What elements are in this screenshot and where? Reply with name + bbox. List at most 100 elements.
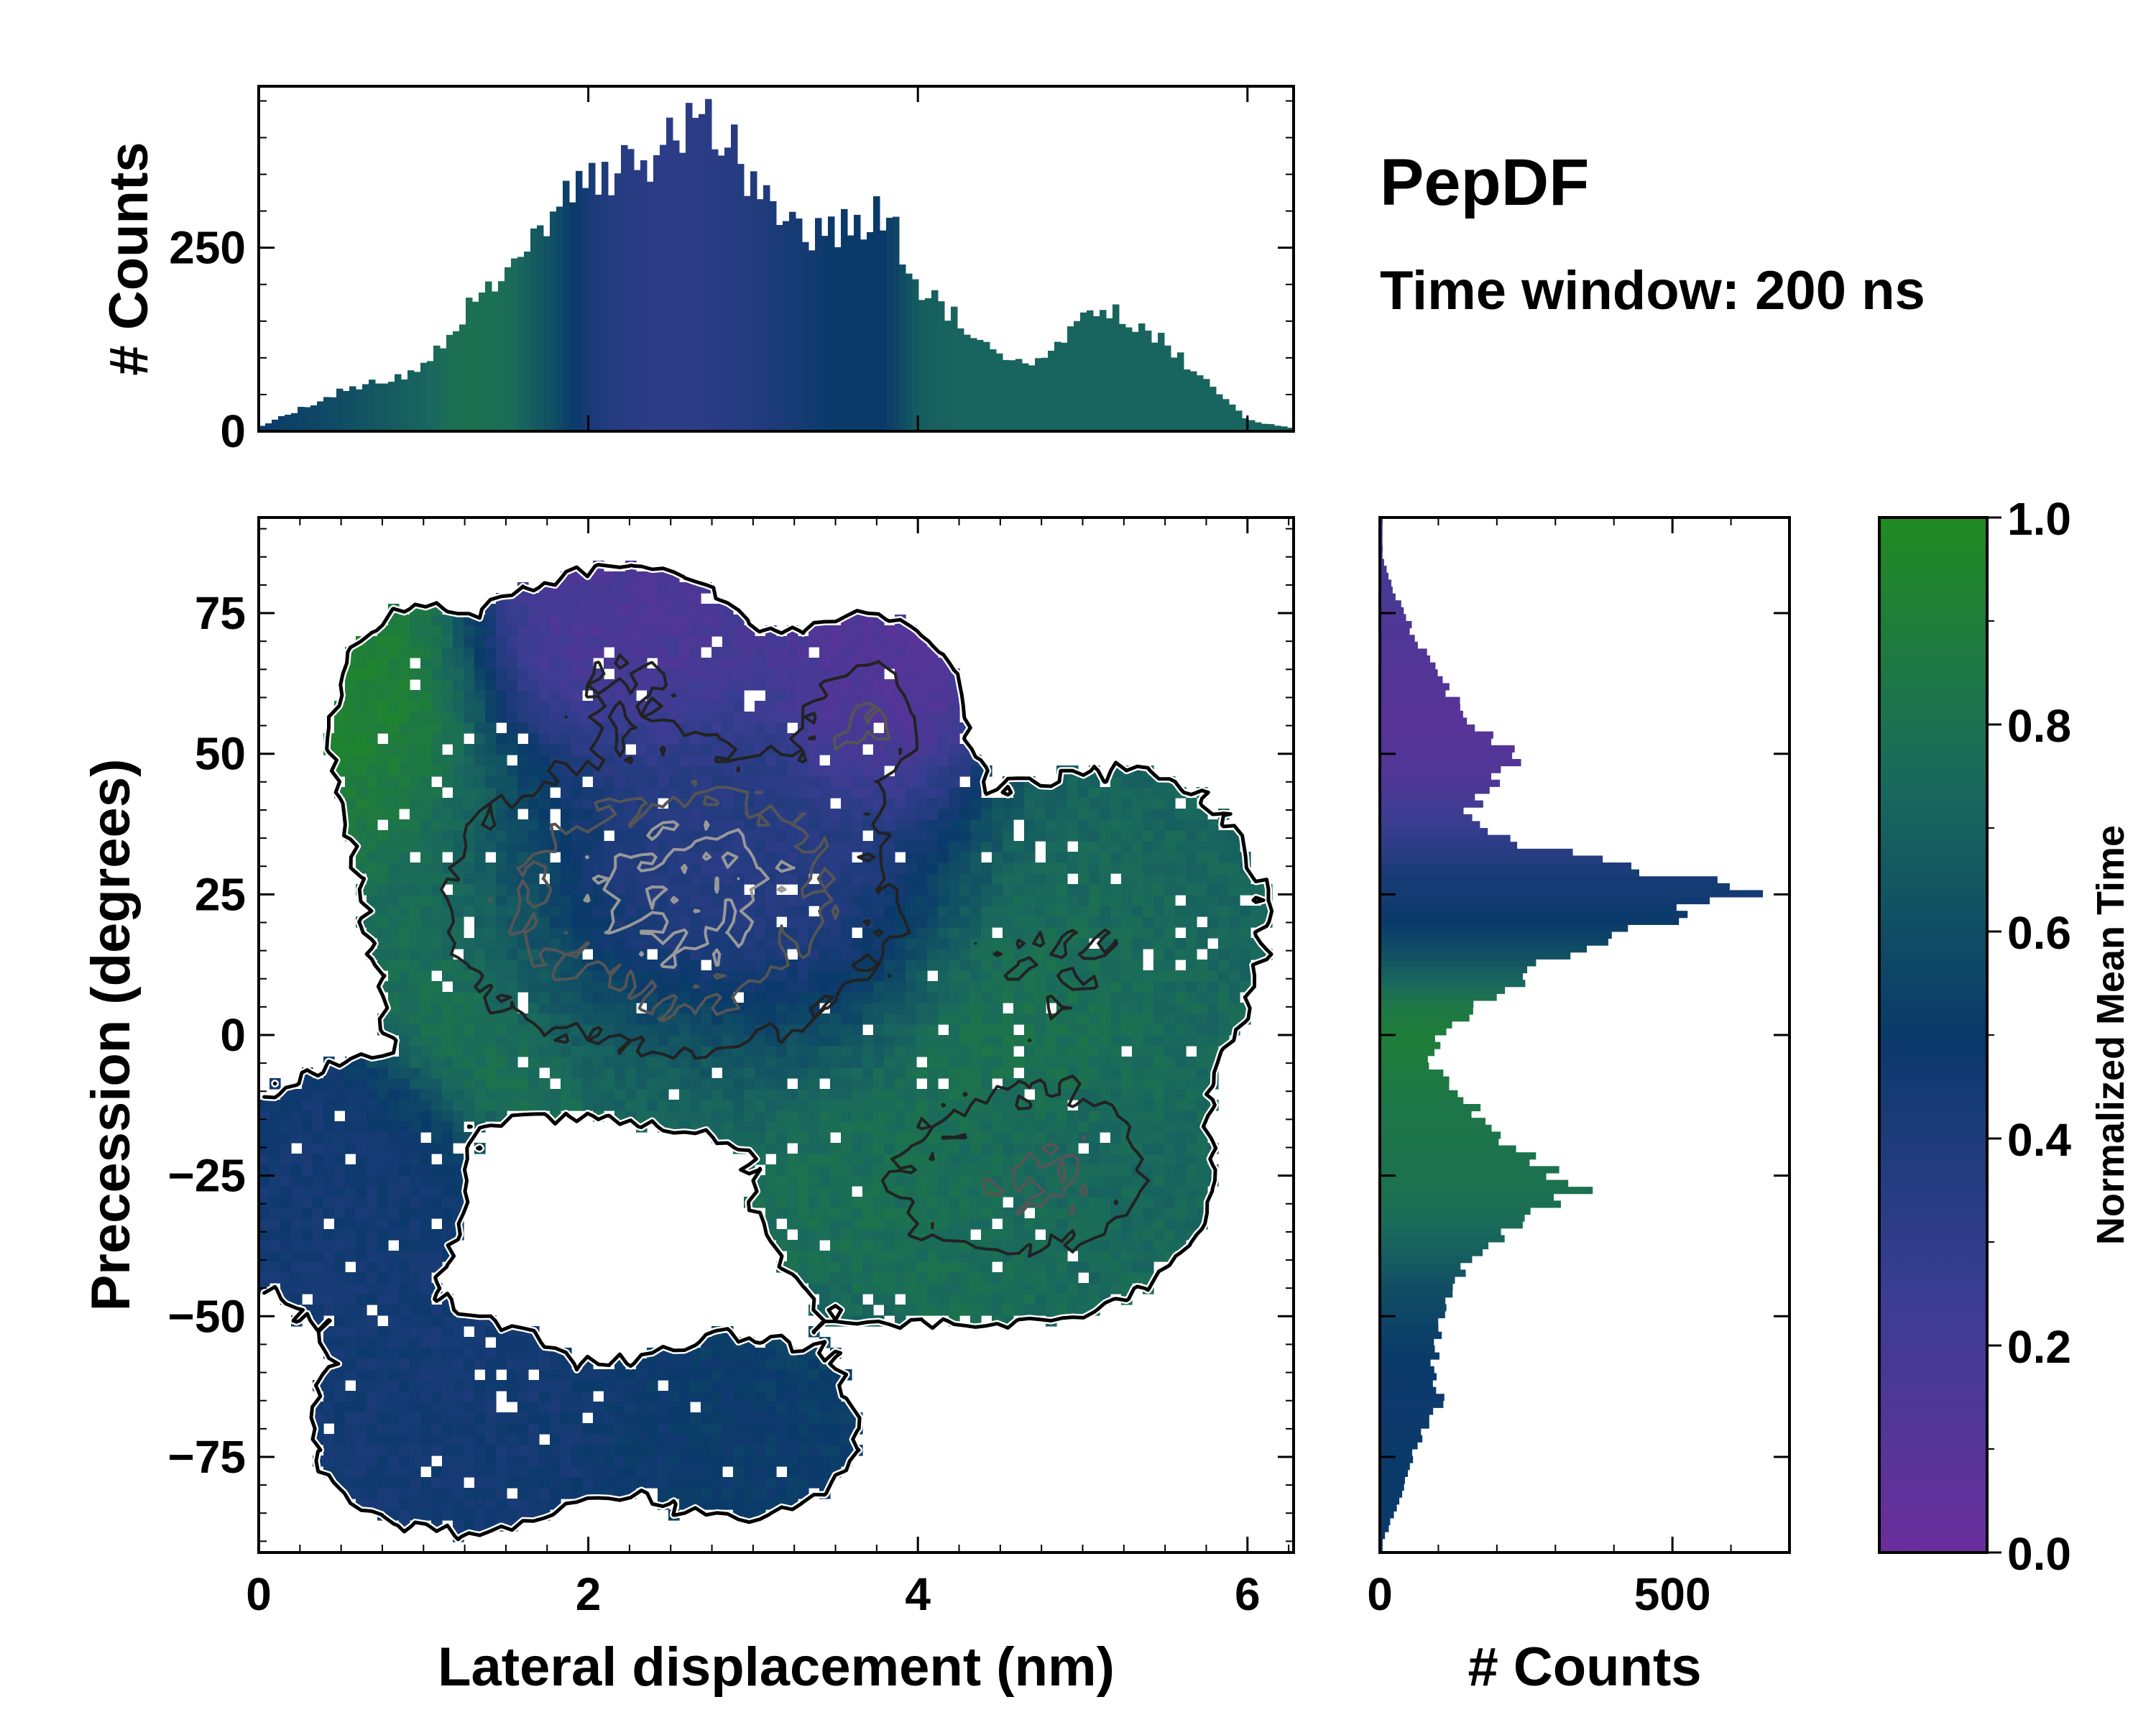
heatmap-cell [334,1466,346,1478]
heatmap-cell [453,1499,464,1510]
heatmap-cell [798,1078,809,1090]
heatmap-cell [787,690,798,702]
heatmap-cell [323,1272,335,1284]
top-histogram-bar [330,397,337,431]
heatmap-cell [571,1089,583,1100]
heatmap-cell [636,1402,648,1413]
heatmap-cell [1153,992,1165,1003]
heatmap-cell [604,1445,615,1456]
heatmap-cell [798,852,809,863]
heatmap-cell [367,1294,378,1305]
heatmap-cell [690,1067,701,1079]
heatmap-cell [356,744,367,755]
heatmap-cell [938,884,949,896]
heatmap-cell [970,862,982,874]
heatmap-cell [1132,1175,1143,1187]
heatmap-cell [992,981,1003,993]
heatmap-cell [496,1477,507,1489]
top-histogram-bar [498,281,505,431]
heatmap-cell [1110,1164,1122,1176]
heatmap-cell [420,733,432,745]
heatmap-cell [593,776,604,788]
heatmap-cell [399,1326,410,1338]
heatmap-cell [377,1132,389,1144]
heatmap-cell [582,1369,594,1381]
heatmap-cell [614,712,626,723]
heatmap-cell [367,1089,378,1100]
heatmap-cell [711,819,723,831]
heatmap-cell [431,1434,443,1445]
heatmap-cell [1013,1013,1025,1025]
heatmap-cell [852,1046,863,1057]
heatmap-cell [1078,1110,1089,1122]
heatmap-cell [507,1380,518,1392]
heatmap-cell [291,1110,303,1122]
heatmap-cell [776,776,788,788]
heatmap-cell [906,970,917,982]
heatmap-cell [1143,1110,1154,1122]
heatmap-cell [528,981,540,993]
heatmap-cell [776,1423,788,1435]
heatmap-cell [744,1402,755,1413]
heatmap-cell [1153,873,1165,885]
top-histogram-bar [336,388,344,431]
heatmap-cell [313,1240,324,1251]
heatmap-cell [1175,862,1187,874]
heatmap-cell [485,744,497,755]
heatmap-cell [690,1024,701,1036]
heatmap-cell [722,722,734,734]
heatmap-cell [1218,906,1230,917]
heatmap-cell [1164,1110,1176,1122]
heatmap-cell [690,1391,701,1402]
heatmap-cell [1240,949,1251,960]
heatmap-cell [841,1143,852,1154]
heatmap-cell [474,701,486,712]
heatmap-cell [916,852,928,863]
heatmap-cell [927,1067,939,1079]
top-histogram-bar [1061,342,1068,431]
heatmap-cell [765,1423,777,1435]
heatmap-cell [711,809,723,820]
heatmap-cell [356,819,367,831]
heatmap-cell [517,1067,529,1079]
heatmap-cell [356,1164,367,1176]
heatmap-cell [1153,1089,1165,1100]
heatmap-cell [819,1035,831,1046]
heatmap-cell [755,992,766,1003]
heatmap-cell [690,1089,701,1100]
heatmap-cell [464,1434,475,1445]
heatmap-cell [528,733,540,745]
top-histogram-frame [257,85,1295,433]
heatmap-cell [679,895,691,906]
heatmap-cell [1175,938,1187,949]
heatmap-cell [787,1035,798,1046]
heatmap-cell [593,992,604,1003]
top-histogram-bar [524,252,531,431]
heatmap-cell [1153,1046,1165,1057]
heatmap-cell [658,1455,669,1467]
heatmap-cell [808,819,820,831]
heatmap-cell [1013,798,1025,809]
heatmap-cell [1100,1208,1111,1219]
heatmap-cell [830,862,842,874]
heatmap-cell [474,938,486,949]
heatmap-cell [1143,927,1154,939]
heatmap-cell [1197,1013,1208,1025]
heatmap-cell [571,1477,583,1489]
heatmap-cell [1013,862,1025,874]
heatmap-cell [798,1477,809,1489]
heatmap-cell [356,1240,367,1251]
heatmap-cell [884,819,895,831]
heatmap-cell [345,1315,356,1327]
heatmap-cell [410,1283,421,1294]
heatmap-cell [701,884,712,896]
heatmap-cell [420,690,432,702]
heatmap-cell [367,1218,378,1230]
heatmap-cell [873,1229,885,1241]
top-histogram-bar [1190,371,1197,431]
heatmap-cell [1153,970,1165,982]
heatmap-cell [528,1391,540,1402]
heatmap-cell [873,1110,885,1122]
heatmap-cell [464,765,475,777]
heatmap-cell [690,1013,701,1025]
